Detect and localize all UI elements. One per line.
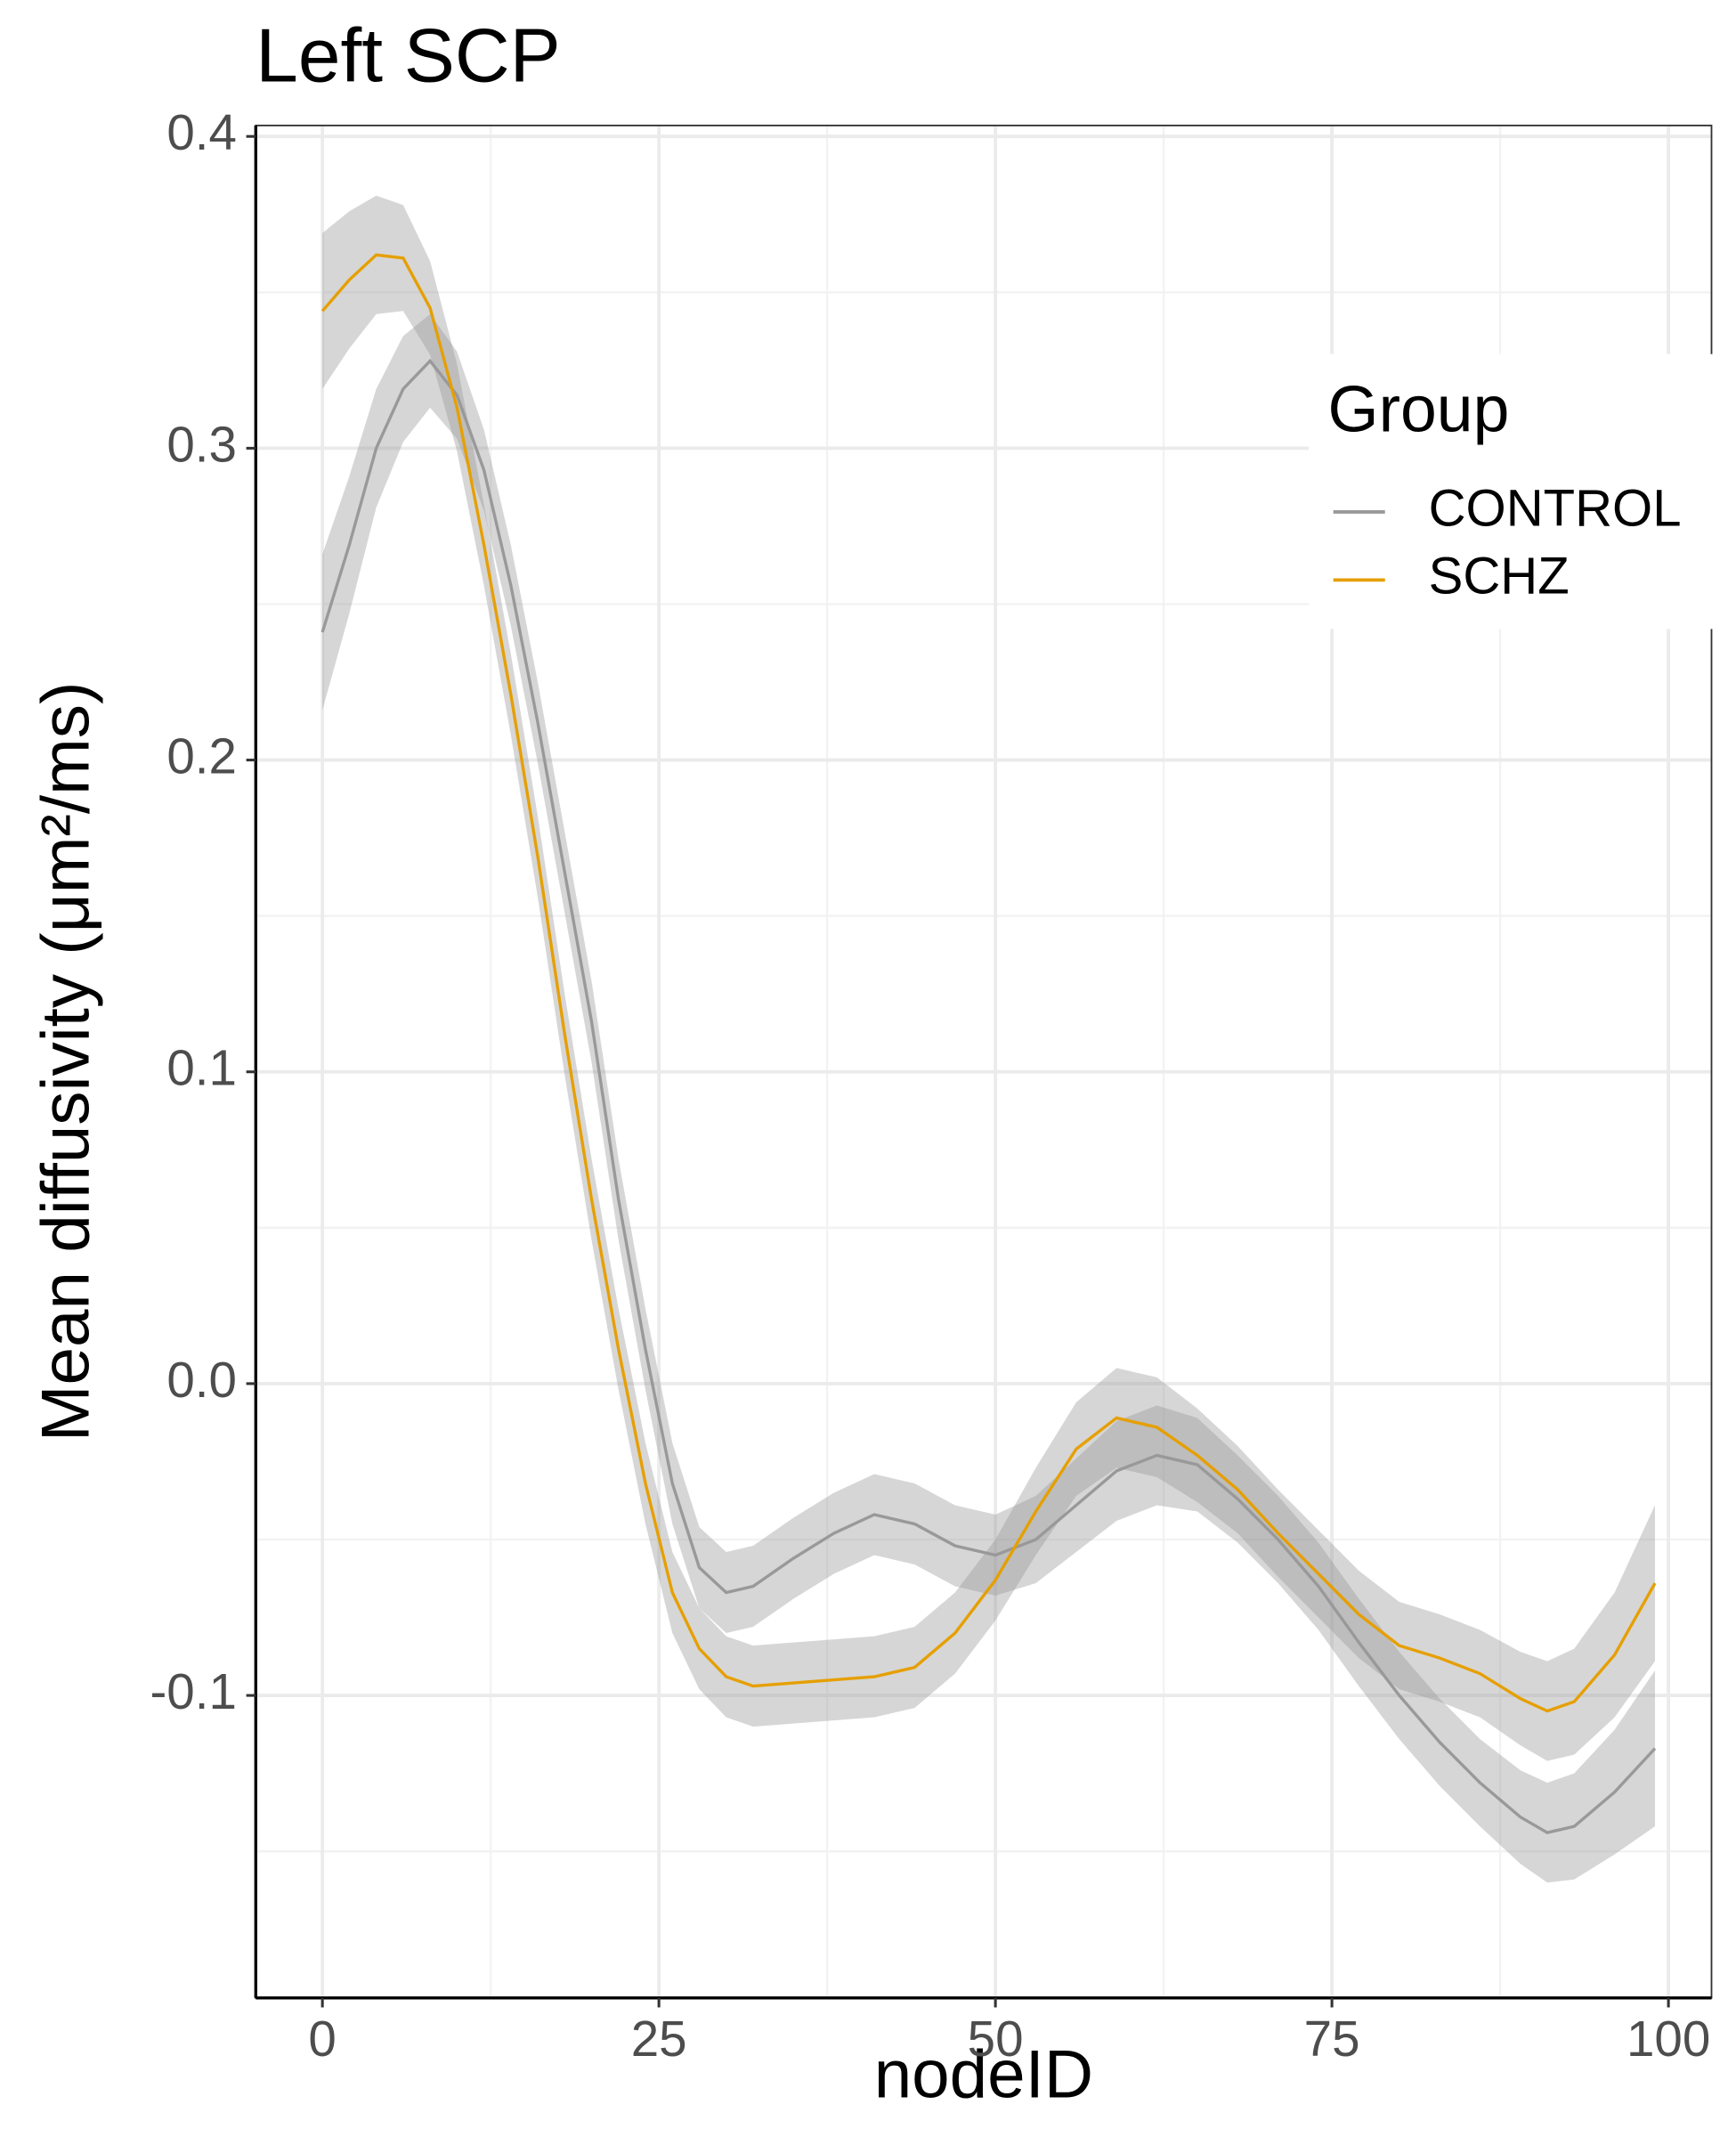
series-line — [320, 358, 1657, 1834]
y-tick-label: -0.1 — [150, 1663, 236, 1719]
series-line — [320, 253, 1657, 1713]
y-tick-label: 0.4 — [166, 104, 237, 160]
y-tick-label: 0.2 — [166, 727, 237, 784]
x-axis-title: nodeID — [874, 2037, 1093, 2113]
y-tick-label: 0.0 — [166, 1352, 237, 1408]
legend-background — [1309, 353, 1717, 630]
x-tick-label: 0 — [308, 2011, 336, 2067]
x-tick-label: 50 — [968, 2011, 1024, 2067]
legend-label: SCHZ — [1429, 548, 1570, 605]
x-tick-label: 25 — [631, 2011, 687, 2067]
y-tick-label: 0.3 — [166, 416, 237, 472]
legend-label: CONTROL — [1429, 479, 1682, 537]
x-tick-label: 75 — [1304, 2011, 1360, 2067]
legend-title: Group — [1328, 372, 1510, 445]
x-tick-label: 100 — [1626, 2011, 1710, 2067]
y-tick-label: 0.1 — [166, 1040, 237, 1096]
y-axis-title: Mean diffusivity (μm²/ms) — [28, 682, 104, 1442]
confidence-band — [322, 313, 1655, 1883]
chart-title: Left SCP — [256, 14, 560, 99]
